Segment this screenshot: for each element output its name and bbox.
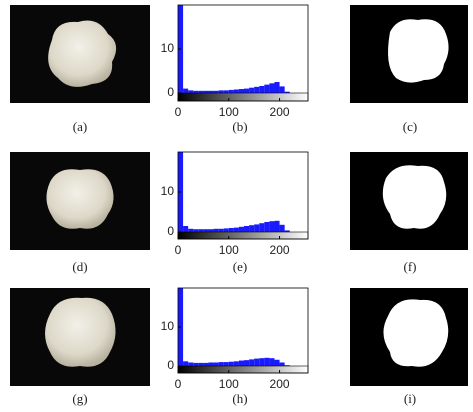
bar bbox=[254, 359, 259, 366]
bar bbox=[178, 0, 183, 93]
bar bbox=[188, 90, 193, 93]
bar bbox=[249, 225, 254, 232]
x-tick-label: 100 bbox=[219, 377, 239, 391]
x-tick-label: 200 bbox=[270, 377, 290, 391]
bar bbox=[214, 229, 219, 232]
bar bbox=[193, 363, 198, 366]
bar bbox=[208, 91, 213, 93]
axes-frame bbox=[178, 288, 308, 373]
bar bbox=[198, 229, 203, 232]
bar bbox=[254, 224, 259, 232]
mask bbox=[350, 288, 468, 386]
x-tick-label: 0 bbox=[175, 243, 182, 257]
histogram bbox=[178, 0, 290, 93]
axes-frame bbox=[178, 5, 308, 101]
bar bbox=[274, 82, 279, 93]
bar bbox=[269, 358, 274, 366]
caption: (e) bbox=[233, 259, 247, 274]
bar bbox=[269, 221, 274, 232]
caption: (f) bbox=[404, 259, 417, 274]
bar bbox=[214, 91, 219, 93]
bar bbox=[274, 221, 279, 232]
bar bbox=[193, 91, 198, 93]
bar bbox=[239, 227, 244, 232]
mask bbox=[350, 5, 468, 103]
bar bbox=[274, 360, 279, 366]
caption: (a) bbox=[73, 119, 87, 134]
caption: (g) bbox=[72, 391, 87, 406]
bar bbox=[183, 226, 188, 232]
y-tick-label: 10 bbox=[161, 319, 175, 333]
bar bbox=[198, 363, 203, 366]
bar bbox=[280, 86, 285, 93]
colorbar bbox=[178, 366, 308, 373]
bar bbox=[219, 90, 224, 93]
bar bbox=[234, 361, 239, 366]
photo bbox=[10, 152, 150, 250]
bar bbox=[259, 358, 264, 366]
bar bbox=[239, 89, 244, 93]
figure: (a)(b)(c)(d)(e)(f)(g)(h)(i)0100200010010… bbox=[0, 0, 473, 412]
bar bbox=[244, 360, 249, 366]
bar bbox=[280, 225, 285, 232]
caption: (h) bbox=[232, 391, 247, 406]
bar bbox=[203, 363, 208, 366]
bar bbox=[249, 359, 254, 366]
x-tick-label: 0 bbox=[175, 105, 182, 119]
bar bbox=[254, 87, 259, 93]
y-tick-label: 10 bbox=[161, 184, 175, 198]
bar bbox=[264, 222, 269, 232]
bar bbox=[188, 362, 193, 366]
bar bbox=[264, 85, 269, 93]
x-tick-label: 100 bbox=[219, 243, 239, 257]
bar bbox=[183, 89, 188, 93]
bar bbox=[259, 223, 264, 232]
bar bbox=[224, 228, 229, 232]
bar bbox=[239, 361, 244, 366]
caption: (c) bbox=[403, 119, 417, 134]
y-tick-label: 0 bbox=[167, 85, 174, 99]
x-tick-label: 200 bbox=[270, 105, 290, 119]
colorbar bbox=[178, 93, 308, 101]
bar bbox=[249, 88, 254, 93]
bar bbox=[234, 228, 239, 232]
bar bbox=[280, 362, 285, 366]
x-tick-label: 100 bbox=[219, 105, 239, 119]
bar bbox=[183, 361, 188, 366]
bar bbox=[188, 229, 193, 232]
x-tick-label: 0 bbox=[175, 377, 182, 391]
bar bbox=[229, 362, 234, 366]
bar bbox=[224, 362, 229, 366]
photo bbox=[10, 288, 150, 386]
axes-frame bbox=[178, 152, 308, 239]
bar bbox=[219, 362, 224, 366]
bar bbox=[219, 229, 224, 232]
bar bbox=[203, 91, 208, 93]
y-tick-label: 10 bbox=[161, 41, 175, 55]
bar bbox=[244, 89, 249, 93]
caption: (i) bbox=[404, 391, 416, 406]
bar bbox=[269, 83, 274, 93]
bar bbox=[229, 90, 234, 93]
bar bbox=[264, 358, 269, 366]
bar bbox=[198, 91, 203, 93]
y-tick-label: 0 bbox=[167, 358, 174, 372]
bar bbox=[193, 229, 198, 232]
mask bbox=[350, 152, 468, 250]
caption: (b) bbox=[232, 119, 247, 134]
bar bbox=[244, 226, 249, 232]
photo bbox=[10, 5, 150, 103]
bar bbox=[234, 89, 239, 93]
bar bbox=[224, 90, 229, 93]
bar bbox=[259, 86, 264, 93]
caption: (d) bbox=[72, 259, 87, 274]
bar bbox=[203, 229, 208, 232]
bar bbox=[208, 362, 213, 366]
bar bbox=[208, 229, 213, 232]
bar bbox=[214, 362, 219, 366]
colorbar bbox=[178, 232, 308, 239]
bar bbox=[229, 228, 234, 232]
x-tick-label: 200 bbox=[270, 243, 290, 257]
y-tick-label: 0 bbox=[167, 224, 174, 238]
